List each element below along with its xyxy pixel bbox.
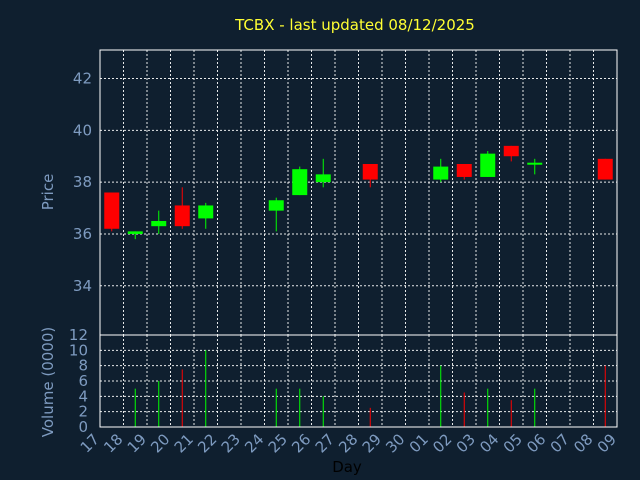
volume-tick-label: 12: [69, 326, 88, 344]
candle-body: [127, 231, 143, 234]
x-tick-label: 02: [429, 430, 455, 456]
volume-tick-label: 2: [78, 403, 88, 421]
price-axis-label: Price: [39, 174, 57, 211]
volume-tick-label: 4: [78, 387, 88, 405]
x-tick-label: 22: [194, 430, 220, 456]
x-axis-label: Day: [332, 458, 362, 476]
x-tick-label: 09: [594, 430, 620, 456]
x-tick-label: 20: [147, 430, 173, 456]
candle-body: [433, 166, 449, 180]
candle-body: [527, 162, 543, 165]
candle-body: [151, 221, 167, 227]
x-tick-label: 30: [382, 430, 408, 456]
x-tick-label: 24: [241, 430, 267, 456]
candle-body: [480, 153, 496, 177]
volume-tick-label: 10: [69, 341, 88, 359]
x-tick-label: 23: [218, 430, 244, 456]
volume-frame: [99, 334, 618, 428]
price-panel: 34 36 38 40 42: [73, 49, 618, 336]
x-tick-label: 05: [500, 430, 526, 456]
volume-tick-label: 6: [78, 372, 88, 390]
price-tick-label: 40: [73, 121, 92, 139]
candle-body: [104, 192, 120, 229]
x-tick-label: 26: [288, 430, 314, 456]
x-tick-label: 08: [570, 430, 596, 456]
x-tick-label: 19: [124, 430, 150, 456]
chart-title: TCBX - last updated 08/12/2025: [234, 16, 475, 34]
volume-tick-label: 0: [78, 418, 88, 436]
x-axis: 1718192021222324252627282930010203040506…: [77, 430, 620, 456]
price-tick-label: 36: [73, 225, 92, 243]
x-tick-label: 06: [523, 430, 549, 456]
x-tick-label: 18: [100, 430, 126, 456]
price-tick-label: 34: [73, 277, 92, 295]
candle-body: [456, 164, 472, 177]
x-tick-label: 04: [476, 430, 502, 456]
x-tick-label: 01: [406, 430, 432, 456]
candle-body: [292, 169, 308, 196]
candle-body: [198, 205, 214, 219]
x-tick-label: 07: [547, 430, 573, 456]
candle-body: [268, 200, 284, 211]
x-tick-label: 03: [453, 430, 479, 456]
price-tick-label: 42: [73, 70, 92, 88]
x-tick-label: 28: [335, 430, 361, 456]
candle-body: [503, 145, 519, 157]
volume-axis-label: Volume (0000): [39, 327, 57, 437]
price-frame: [99, 49, 618, 336]
candle-body: [597, 158, 613, 180]
candle-body: [174, 205, 190, 227]
x-tick-label: 27: [312, 430, 338, 456]
x-tick-label: 29: [359, 430, 385, 456]
x-tick-label: 21: [171, 430, 197, 456]
price-tick-label: 38: [73, 173, 92, 191]
x-tick-label: 25: [265, 430, 291, 456]
volume-tick-label: 8: [78, 357, 88, 375]
candle-body: [315, 174, 331, 183]
candle-body: [362, 164, 378, 180]
